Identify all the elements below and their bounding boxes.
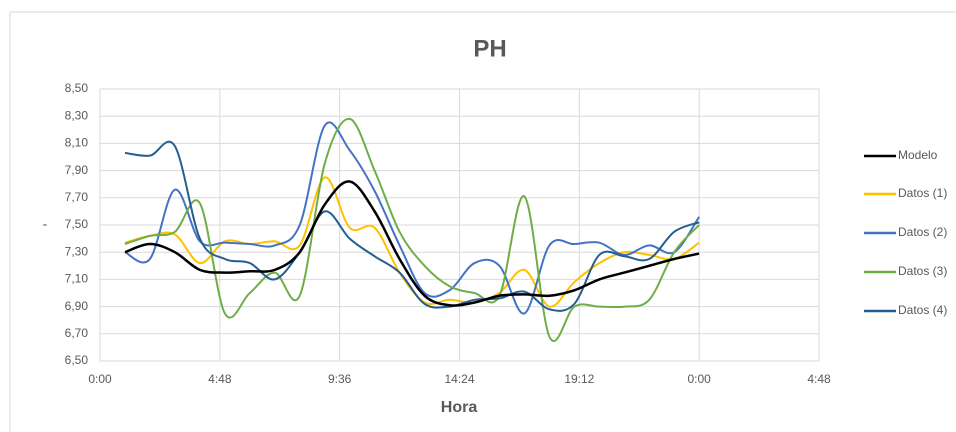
- y-tick-label: 8,10: [65, 136, 89, 150]
- series-line: [124, 180, 700, 307]
- y-tick-label: 6,70: [65, 326, 89, 340]
- x-tick-label: 0:00: [88, 372, 112, 386]
- legend-label: Datos (1): [898, 186, 947, 200]
- y-tick-label: 6,90: [65, 299, 89, 313]
- y-tick-label: 7,50: [65, 217, 89, 231]
- legend-label: Datos (2): [898, 225, 947, 239]
- x-tick-label: 19:12: [564, 372, 594, 386]
- y-axis-label: -: [43, 216, 48, 232]
- y-tick-label: 7,30: [65, 244, 89, 258]
- series-line: [124, 117, 700, 342]
- x-tick-label: 9:36: [328, 372, 352, 386]
- y-tick-label: 7,90: [65, 163, 89, 177]
- x-tick-label: 4:48: [807, 372, 831, 386]
- series-line: [124, 140, 700, 312]
- x-tick-label: 14:24: [444, 372, 474, 386]
- chart-title: PH: [473, 35, 506, 62]
- legend-label: Modelo: [898, 148, 938, 162]
- legend-label: Datos (3): [898, 264, 947, 278]
- x-axis-label: Hora: [441, 399, 478, 416]
- x-tick-label: 0:00: [687, 372, 711, 386]
- y-tick-label: 7,70: [65, 190, 89, 204]
- y-tick-label: 8,30: [65, 108, 89, 122]
- y-tick-label: 7,10: [65, 272, 89, 286]
- series-line: [124, 121, 700, 315]
- chart-frame: [9, 11, 956, 432]
- y-tick-label: 8,50: [65, 81, 89, 95]
- x-tick-label: 4:48: [208, 372, 232, 386]
- y-tick-label: 6,50: [65, 353, 89, 367]
- legend-label: Datos (4): [898, 303, 947, 317]
